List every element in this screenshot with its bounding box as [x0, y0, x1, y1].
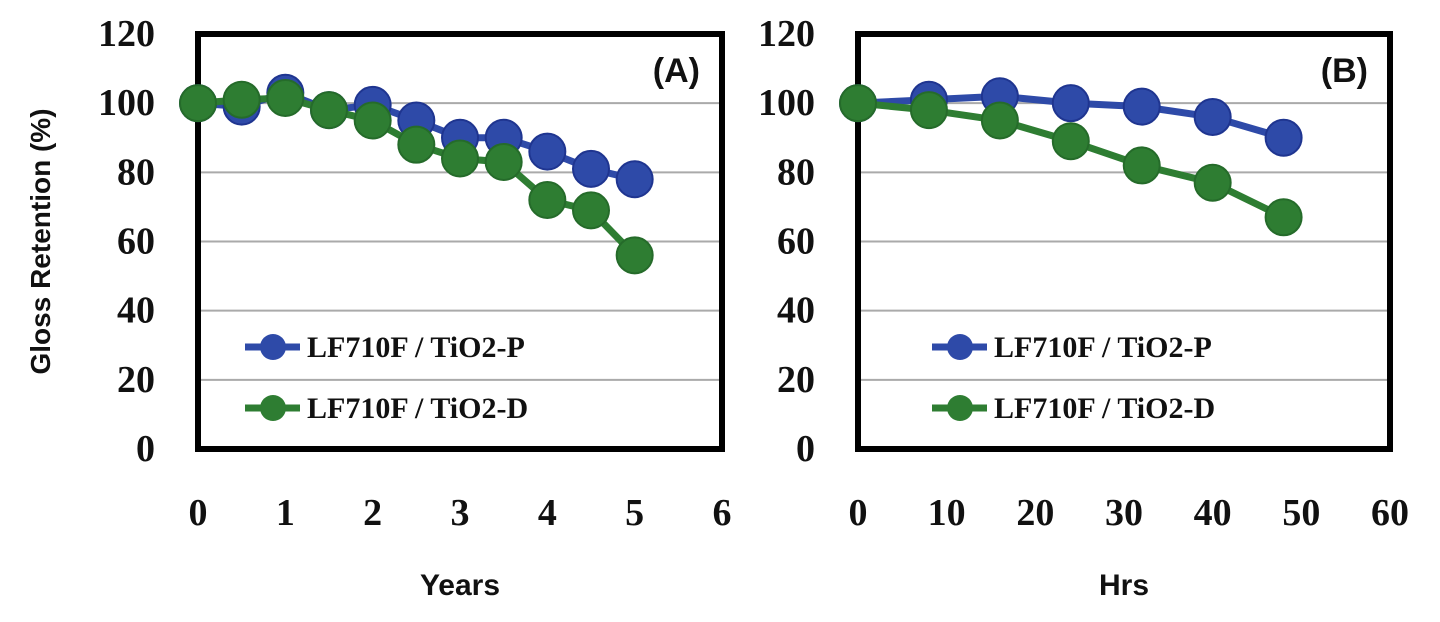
- data-point: [1193, 98, 1232, 136]
- legend-swatch-marker: [947, 334, 973, 360]
- legend-label: LF710F / TiO2-P: [994, 331, 1212, 364]
- legend-swatch-marker: [260, 334, 286, 360]
- y-tick-label: 20: [117, 359, 155, 401]
- data-point: [222, 80, 261, 119]
- chart-panel-b: 0 20 40 60 80 100 120 0 10 20 30 40 50 60 (B) Hrs LF710F…: [758, 13, 1409, 602]
- data-point: [1051, 84, 1090, 123]
- y-axis-label: Gloss Retention (%): [25, 108, 56, 374]
- y-tick-label: 40: [777, 290, 815, 332]
- data-point: [1264, 118, 1303, 157]
- y-tick-label: 20: [777, 359, 815, 401]
- panel-label: (A): [653, 52, 700, 90]
- x-tick-label: 3: [451, 492, 470, 534]
- x-tick-label: 20: [1016, 492, 1054, 534]
- data-point: [839, 84, 877, 123]
- y-tick-label: 40: [117, 290, 155, 332]
- x-tick-label: 2: [363, 492, 382, 534]
- data-point: [528, 132, 567, 171]
- y-tick-label: 0: [796, 428, 815, 470]
- x-tick-label: 10: [928, 492, 966, 534]
- x-tick-label: 6: [713, 492, 732, 534]
- x-tick-label: 40: [1194, 492, 1232, 534]
- data-point: [397, 125, 436, 164]
- x-tick-label: 50: [1282, 492, 1320, 534]
- data-point: [572, 149, 610, 188]
- data-point: [441, 139, 479, 178]
- x-tick-label: 4: [538, 492, 557, 534]
- x-tick-label: 30: [1105, 492, 1143, 534]
- data-point: [1122, 87, 1161, 126]
- data-point: [528, 181, 567, 219]
- legend-label: LF710F / TiO2-P: [307, 331, 525, 364]
- x-tick-label: 0: [849, 492, 868, 534]
- data-point: [1051, 122, 1090, 161]
- data-point: [980, 101, 1019, 140]
- data-point: [310, 91, 348, 130]
- data-point: [484, 142, 523, 181]
- data-point: [353, 101, 392, 140]
- data-point: [1264, 198, 1303, 237]
- chart-panel-a: 0 20 40 60 80 100 120 0 1 2 3 4 5 6 (A) Years Gloss Rete…: [25, 13, 732, 602]
- x-tick-label: 1: [276, 492, 295, 534]
- plot-frame: [855, 31, 1393, 452]
- x-axis-label: Hrs: [1099, 569, 1149, 602]
- x-tick-label: 0: [189, 492, 208, 534]
- data-point: [1193, 163, 1232, 202]
- y-tick-label: 80: [117, 151, 155, 193]
- data-point: [1122, 146, 1161, 185]
- x-tick-label: 60: [1371, 492, 1409, 534]
- data-point: [572, 191, 610, 230]
- legend-swatch-marker: [947, 395, 973, 421]
- legend-label: LF710F / TiO2-D: [307, 392, 528, 425]
- panel-label: (B): [1321, 52, 1368, 90]
- legend-label: LF710F / TiO2-D: [994, 392, 1215, 425]
- data-point: [615, 236, 654, 275]
- y-tick-label: 120: [98, 13, 155, 55]
- data-point: [266, 78, 305, 117]
- data-point: [179, 84, 217, 123]
- x-axis-label: Years: [420, 569, 500, 602]
- data-point: [909, 91, 948, 130]
- y-tick-label: 60: [777, 221, 815, 263]
- x-tick-label: 5: [625, 492, 644, 534]
- y-tick-label: 100: [98, 82, 155, 124]
- plot-frame: [195, 31, 725, 452]
- y-tick-label: 80: [777, 151, 815, 193]
- y-tick-label: 100: [758, 82, 815, 124]
- data-point: [615, 160, 654, 199]
- y-tick-label: 120: [758, 13, 815, 55]
- legend-swatch-marker: [260, 395, 286, 421]
- y-tick-label: 60: [117, 221, 155, 263]
- y-tick-label: 0: [136, 428, 155, 470]
